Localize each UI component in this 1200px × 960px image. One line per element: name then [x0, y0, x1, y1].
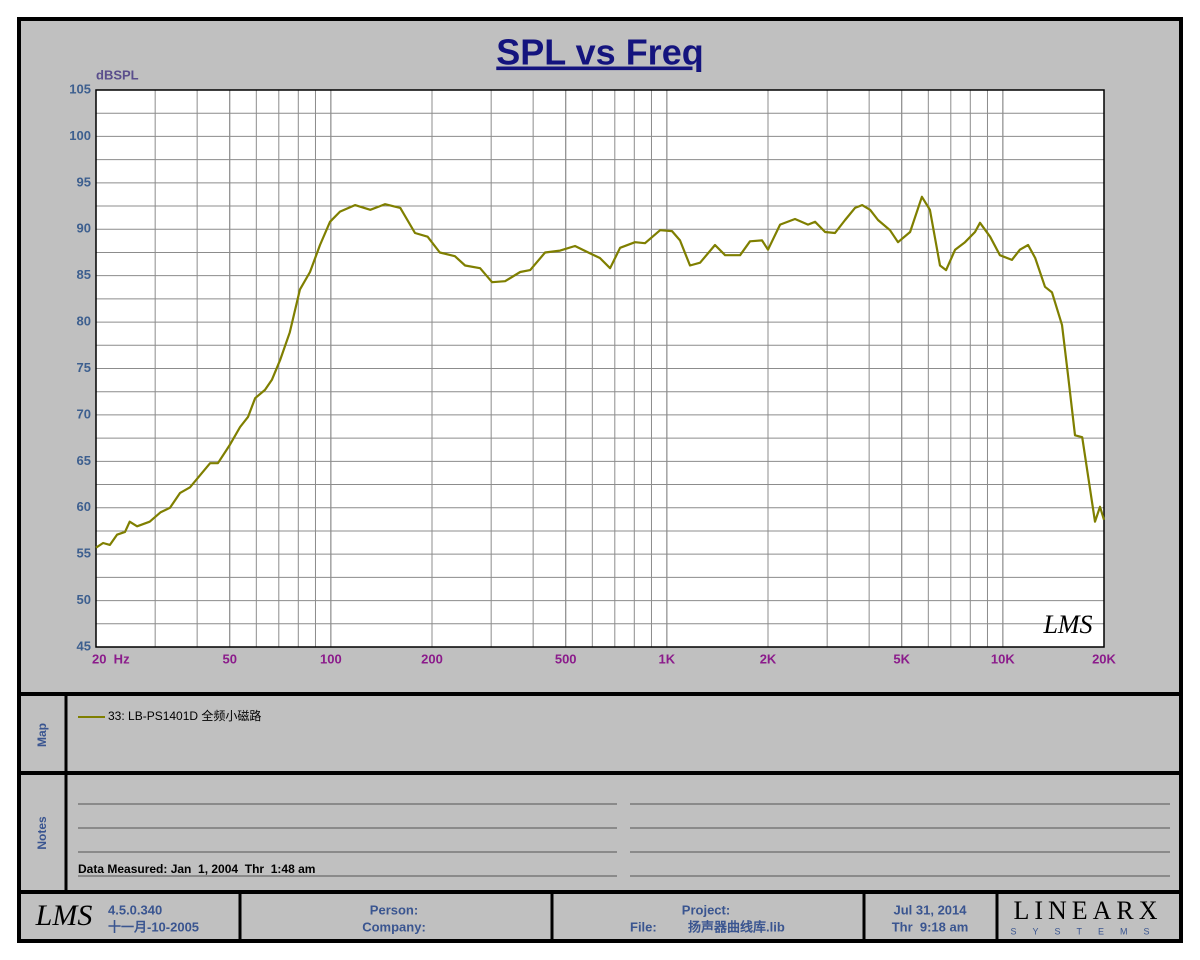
- footer-dividers: [238, 894, 999, 941]
- y-tick-label: 100: [69, 128, 91, 143]
- project: Project:: [682, 902, 730, 917]
- series-line: [95, 195, 1106, 549]
- company: Company:: [362, 919, 426, 934]
- y-tick-label: 50: [77, 592, 91, 607]
- person: Person:: [370, 902, 418, 917]
- x-tick-label: 2K: [760, 651, 777, 666]
- y-tick-label: 90: [77, 221, 91, 236]
- x-tick-label: 500: [555, 651, 577, 666]
- y-tick-label: 95: [77, 174, 91, 189]
- x-tick-label: 200: [421, 651, 443, 666]
- note-lines: [78, 803, 1170, 877]
- y-tick-label: 60: [77, 499, 91, 514]
- x-tick-label: 50: [222, 651, 236, 666]
- y-tick-label: 70: [77, 406, 91, 421]
- y-tick-label: 75: [77, 360, 91, 375]
- x-tick-label: 1K: [659, 651, 676, 666]
- time: Thr 9:18 am: [892, 919, 969, 934]
- y-tick-label: 45: [77, 638, 91, 653]
- version: 4.5.0.340: [108, 902, 162, 917]
- y-tick-label: 65: [77, 453, 91, 468]
- watermark: LMS: [1042, 610, 1092, 639]
- data-measured: Data Measured: Jan 1, 2004 Thr 1:48 am: [78, 862, 315, 876]
- x-tick-label: 10K: [991, 651, 1015, 666]
- brand-sub: SYSTEMS: [1010, 926, 1165, 936]
- build-date: 十一月-10-2005: [108, 919, 199, 934]
- panel-label: Map: [35, 723, 49, 747]
- y-tick-label: 85: [77, 267, 91, 282]
- file: 扬声器曲线库.lib: [688, 919, 785, 934]
- legend-label: 33: LB-PS1401D 全频小磁路: [108, 708, 261, 723]
- y-axis-label: dBSPL: [96, 67, 139, 82]
- plot-border: [95, 89, 1105, 648]
- brand: LINEARX: [1013, 896, 1162, 925]
- x-tick-label: 20K: [1092, 651, 1116, 666]
- y-tick-label: 105: [69, 81, 91, 96]
- y-tick-label: 80: [77, 314, 91, 329]
- x-tick-label: 20 Hz: [92, 651, 130, 666]
- chart-title: SPL vs Freq: [496, 32, 703, 73]
- y-tick-label: 55: [77, 546, 91, 561]
- plot: 45 50 55 60 65 70 75 80 85 90 95 100 105 20 Hz 50 100 20…: [69, 81, 1116, 666]
- x-tick-label: 100: [320, 651, 342, 666]
- date: Jul 31, 2014: [894, 902, 968, 917]
- footer-logo: LMS: [35, 899, 93, 932]
- file-label: File:: [630, 919, 657, 934]
- x-tick-label: 5K: [893, 651, 910, 666]
- panel-label: Notes: [35, 816, 49, 850]
